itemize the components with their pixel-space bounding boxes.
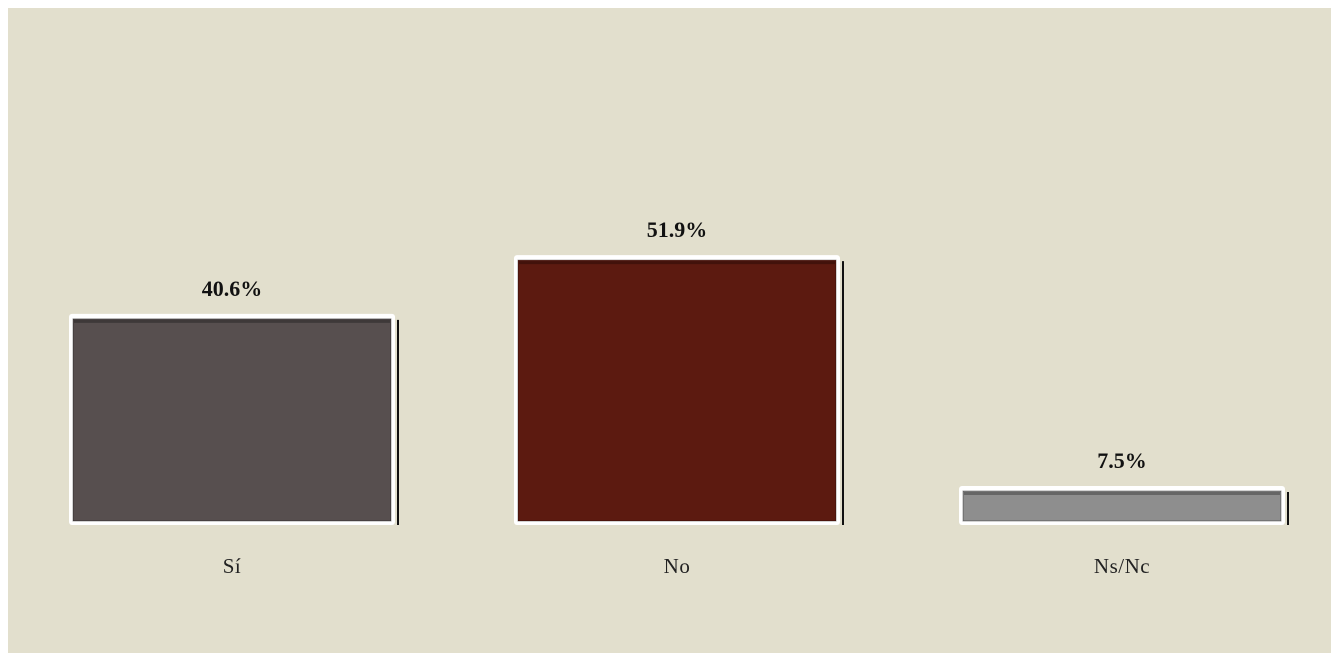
bars-layer <box>69 255 1289 525</box>
bar-shadow <box>842 261 844 525</box>
bar-group-si <box>69 313 399 525</box>
category-label-no: No <box>664 554 691 578</box>
category-label-ns-nc: Ns/Nc <box>1094 554 1150 578</box>
bar-bevel <box>964 492 1280 495</box>
value-label-ns-nc: 7.5% <box>1097 448 1147 473</box>
bar-bevel <box>519 261 835 265</box>
bar-si <box>72 318 392 522</box>
category-label-si: Sí <box>223 554 242 578</box>
bar-group-no <box>514 255 844 525</box>
labels-layer: 40.6% Sí 51.9% No 7.5% Ns/Nc <box>202 217 1150 578</box>
bar-no <box>517 259 837 522</box>
chart-panel: 40.6% Sí 51.9% No 7.5% Ns/Nc <box>8 8 1331 653</box>
bar-group-ns-nc <box>959 486 1289 525</box>
bar-bevel <box>74 319 390 323</box>
bar-ns-nc <box>962 490 1282 522</box>
bar-shadow <box>397 319 399 525</box>
bar-chart: 40.6% Sí 51.9% No 7.5% Ns/Nc <box>69 217 1289 578</box>
value-label-no: 51.9% <box>647 217 708 242</box>
bar-shadow <box>1287 492 1289 525</box>
value-label-si: 40.6% <box>202 276 263 301</box>
